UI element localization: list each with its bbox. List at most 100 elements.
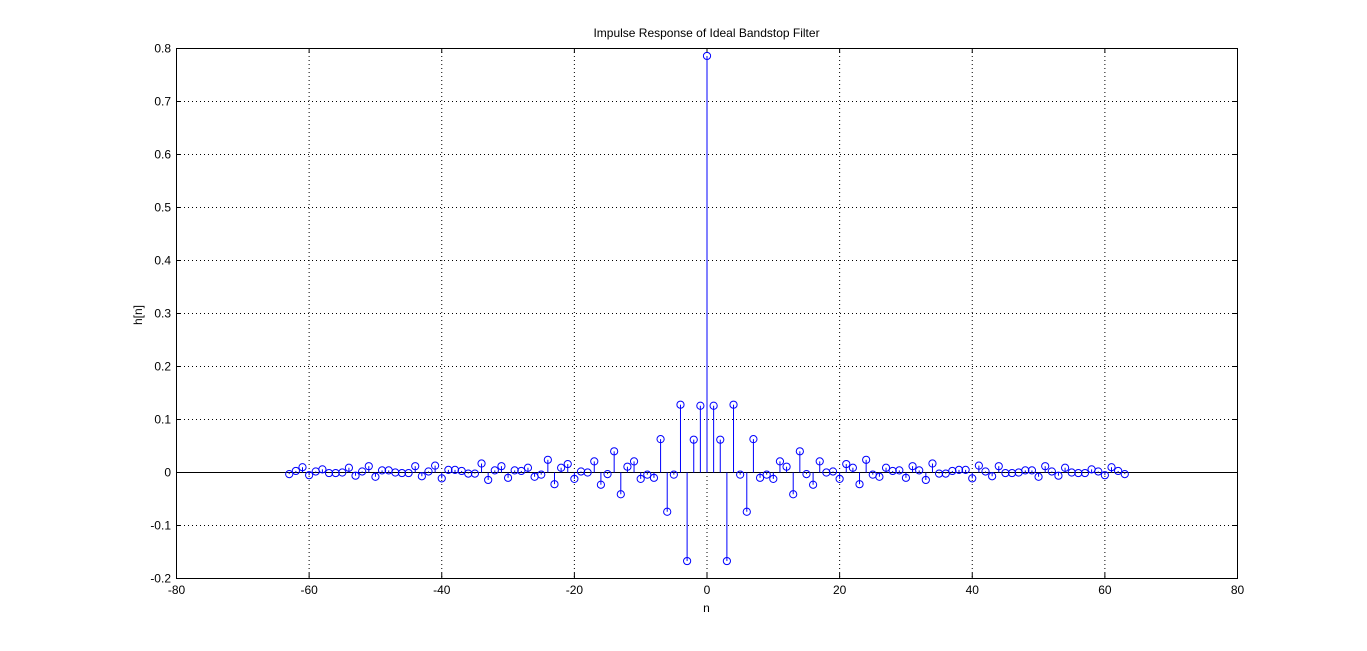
stem-marker — [928, 459, 937, 468]
stem-marker — [716, 435, 725, 444]
stem-marker — [318, 465, 327, 474]
stem-marker — [291, 466, 300, 476]
stem-marker — [470, 469, 480, 478]
x-tick-label: -40 — [433, 583, 451, 597]
stem-marker — [809, 480, 818, 489]
stem-marker — [1080, 468, 1090, 478]
x-tick-label: 40 — [966, 583, 980, 597]
stem-marker — [437, 474, 446, 483]
stem-marker — [583, 468, 592, 477]
stem-marker — [722, 556, 731, 566]
stem-marker — [755, 473, 765, 482]
stem-marker — [736, 470, 745, 479]
stem-marker — [358, 467, 367, 476]
stem-marker — [331, 468, 340, 478]
stem-marker — [988, 472, 997, 481]
stem-marker — [610, 447, 619, 456]
x-tick-label: -60 — [300, 583, 318, 597]
x-tick-label: 80 — [1231, 583, 1245, 597]
stem-marker — [338, 468, 347, 477]
stem-marker — [934, 469, 944, 478]
stem-marker — [1107, 463, 1116, 472]
stem-marker — [795, 447, 804, 456]
stem-marker — [689, 435, 698, 444]
stem-marker — [875, 472, 884, 481]
stem-marker — [351, 471, 360, 480]
y-tick-label: 0.8 — [154, 42, 171, 56]
chart-title: Impulse Response of Ideal Bandstop Filte… — [593, 26, 820, 40]
stem-marker — [815, 457, 824, 466]
stem-marker — [656, 435, 665, 444]
stem-marker — [417, 472, 426, 481]
stem-marker — [590, 457, 599, 466]
stem-marker — [550, 480, 559, 489]
stem-marker — [908, 462, 917, 471]
stem-marker — [411, 462, 420, 471]
stem-marker — [974, 461, 983, 470]
stem-marker — [649, 473, 659, 482]
stem-marker — [663, 507, 672, 516]
stem-marker — [729, 400, 738, 409]
stem-marker — [1047, 467, 1056, 476]
y-tick-label: 0.4 — [154, 254, 171, 268]
stem-marker — [828, 467, 838, 476]
y-tick-label: 0.7 — [154, 95, 171, 109]
stem-marker — [523, 463, 533, 472]
stem-marker — [1027, 466, 1037, 475]
y-tick-label: 0.5 — [154, 201, 171, 215]
stem-marker — [1067, 468, 1076, 477]
stem-marker — [324, 468, 334, 478]
stem-marker — [1060, 463, 1070, 472]
stem-marker — [981, 467, 990, 476]
stem-marker — [696, 401, 705, 410]
y-tick-label: 0.6 — [154, 148, 171, 162]
stem-marker — [517, 466, 526, 476]
stem-marker — [397, 468, 407, 478]
stem-marker — [842, 459, 851, 469]
stem-marker — [742, 507, 751, 516]
stem-marker — [510, 466, 519, 475]
stem-marker — [762, 470, 771, 479]
stem-marker — [1114, 466, 1123, 476]
stem-marker — [643, 470, 652, 479]
stem-marker — [563, 459, 572, 469]
x-tick-label: 60 — [1098, 583, 1112, 597]
y-tick-label: 0.1 — [154, 413, 171, 427]
y-tick-label: -0.1 — [150, 519, 171, 533]
y-tick-label: 0 — [164, 466, 171, 480]
stem-marker — [424, 467, 433, 476]
stem-marker — [1034, 472, 1043, 481]
stem-marker — [835, 474, 844, 483]
x-tick-label: -20 — [566, 583, 584, 597]
stem-marker — [994, 462, 1003, 471]
stem-marker — [444, 465, 453, 474]
stem-marker — [1120, 470, 1129, 479]
stem-marker — [285, 470, 294, 479]
stem-marker — [709, 401, 718, 410]
stem-marker — [749, 435, 758, 444]
stem-marker — [1054, 471, 1063, 480]
x-tick-label: 0 — [704, 583, 711, 597]
stem-marker — [364, 462, 373, 471]
stem-marker — [543, 455, 552, 464]
stem-marker — [881, 463, 891, 472]
stem-marker — [669, 470, 678, 479]
stem-marker — [862, 455, 871, 464]
y-tick-label: -0.2 — [150, 572, 171, 586]
stem-marker — [921, 475, 930, 485]
stem-marker — [464, 469, 473, 478]
stem-marker — [782, 462, 791, 471]
stem-marker — [570, 474, 579, 483]
stem-marker — [596, 480, 606, 489]
stem-marker — [702, 51, 712, 61]
stem-marker — [391, 468, 400, 477]
stem-marker — [305, 471, 314, 480]
stem-marker — [1021, 466, 1030, 475]
stem-marker — [676, 400, 685, 409]
stem-marker — [431, 461, 440, 470]
stem-marker — [377, 466, 387, 475]
stem-marker — [1074, 468, 1083, 478]
stem-marker — [895, 466, 904, 475]
stem-marker — [954, 465, 964, 474]
